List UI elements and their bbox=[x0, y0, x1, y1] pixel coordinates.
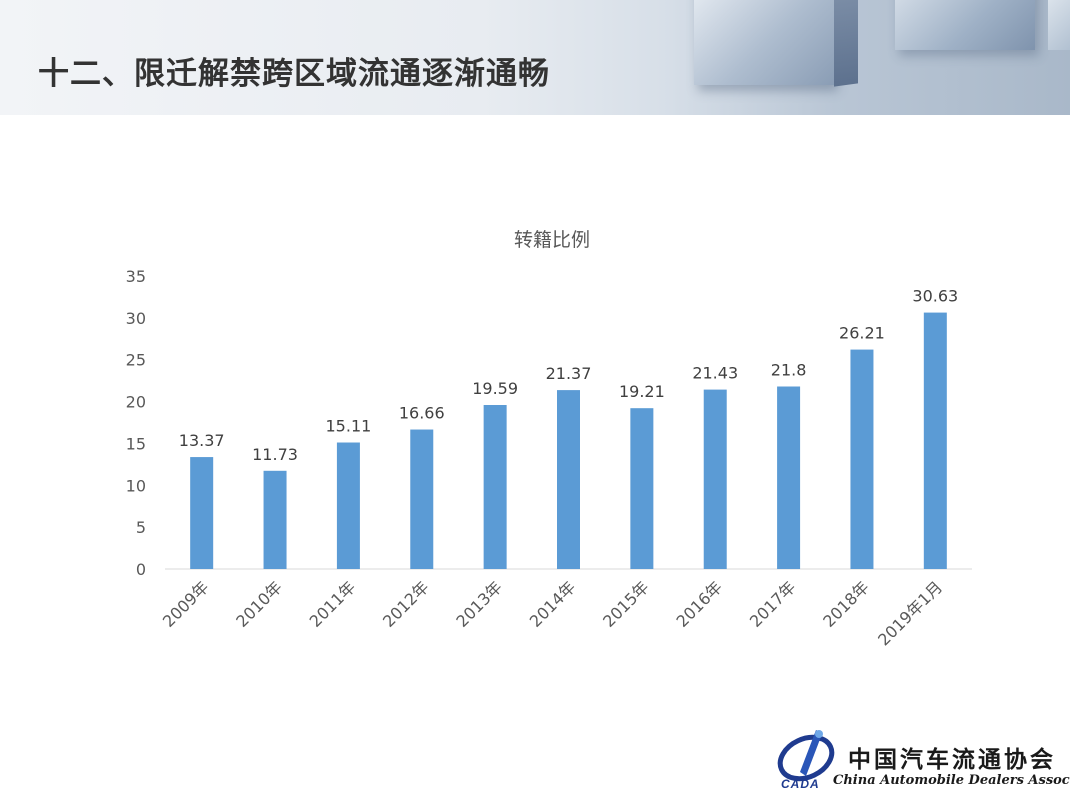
data-labels: 13.37 11.73 15.11 16.66 19.59 21.37 19.21 21.43… bbox=[179, 287, 958, 464]
bar bbox=[703, 389, 727, 569]
data-label: 19.59 bbox=[472, 379, 518, 398]
x-tick-label: 2013年 bbox=[452, 577, 506, 631]
data-label: 15.11 bbox=[326, 417, 372, 436]
data-label: 13.37 bbox=[179, 431, 225, 450]
page-title: 十二、限迁解禁跨区域流通逐渐通畅 bbox=[38, 56, 550, 92]
bar bbox=[777, 386, 801, 569]
data-label: 16.66 bbox=[399, 404, 445, 423]
data-label: 30.63 bbox=[912, 287, 958, 306]
x-tick-label: 2010年 bbox=[232, 577, 286, 631]
y-tick-label: 25 bbox=[126, 351, 146, 370]
chart-title: 转籍比例 bbox=[514, 229, 590, 251]
x-tick-label: 2012年 bbox=[379, 577, 433, 631]
x-axis: 2009年 2010年 2011年 2012年 2013年 2014年 2015年 2016年… bbox=[159, 577, 946, 649]
data-label: 19.21 bbox=[619, 382, 665, 401]
cada-logo bbox=[776, 728, 1066, 794]
x-tick-label: 2014年 bbox=[526, 577, 580, 631]
data-label: 11.73 bbox=[252, 445, 298, 464]
y-axis: 0 5 10 15 20 25 30 35 bbox=[126, 267, 146, 579]
logo-name-en: China Automobile Dealers Association bbox=[833, 773, 1070, 788]
bar bbox=[263, 470, 287, 569]
y-tick-label: 5 bbox=[136, 518, 146, 537]
x-tick-label: 2018年 bbox=[819, 577, 873, 631]
bar bbox=[190, 457, 214, 569]
bar bbox=[410, 429, 434, 569]
x-tick-label: 2016年 bbox=[673, 577, 727, 631]
y-tick-label: 0 bbox=[136, 560, 146, 579]
y-tick-label: 30 bbox=[126, 309, 146, 328]
header-banner: 十二、限迁解禁跨区域流通逐渐通畅 bbox=[0, 0, 1070, 115]
decorative-cube-image bbox=[895, 0, 1035, 50]
data-label: 21.43 bbox=[692, 364, 738, 383]
y-tick-label: 20 bbox=[126, 393, 146, 412]
data-label: 21.8 bbox=[771, 361, 807, 380]
data-label: 21.37 bbox=[546, 364, 592, 383]
bar bbox=[557, 390, 580, 569]
data-label: 26.21 bbox=[839, 324, 885, 343]
x-tick-label: 2017年 bbox=[746, 577, 800, 631]
y-tick-label: 10 bbox=[126, 476, 146, 495]
bar bbox=[483, 405, 507, 569]
x-tick-label: 2011年 bbox=[306, 577, 360, 631]
bar bbox=[336, 442, 360, 569]
x-tick-label: 2015年 bbox=[599, 577, 653, 631]
decorative-cube-image bbox=[694, 0, 834, 85]
x-tick-label: 2009年 bbox=[159, 577, 213, 631]
logo-name-cn: 中国汽车流通协会 bbox=[848, 746, 1056, 773]
logo-abbr: CADA bbox=[781, 777, 820, 791]
bar bbox=[630, 408, 654, 569]
bar bbox=[923, 312, 947, 569]
cada-emblem-icon bbox=[777, 730, 835, 782]
bar bbox=[850, 349, 874, 569]
x-tick-label: 2019年1月 bbox=[874, 577, 946, 649]
decorative-cube-image bbox=[1048, 0, 1070, 50]
y-tick-label: 35 bbox=[126, 267, 146, 286]
bar-series bbox=[190, 312, 947, 569]
y-tick-label: 15 bbox=[126, 434, 146, 453]
